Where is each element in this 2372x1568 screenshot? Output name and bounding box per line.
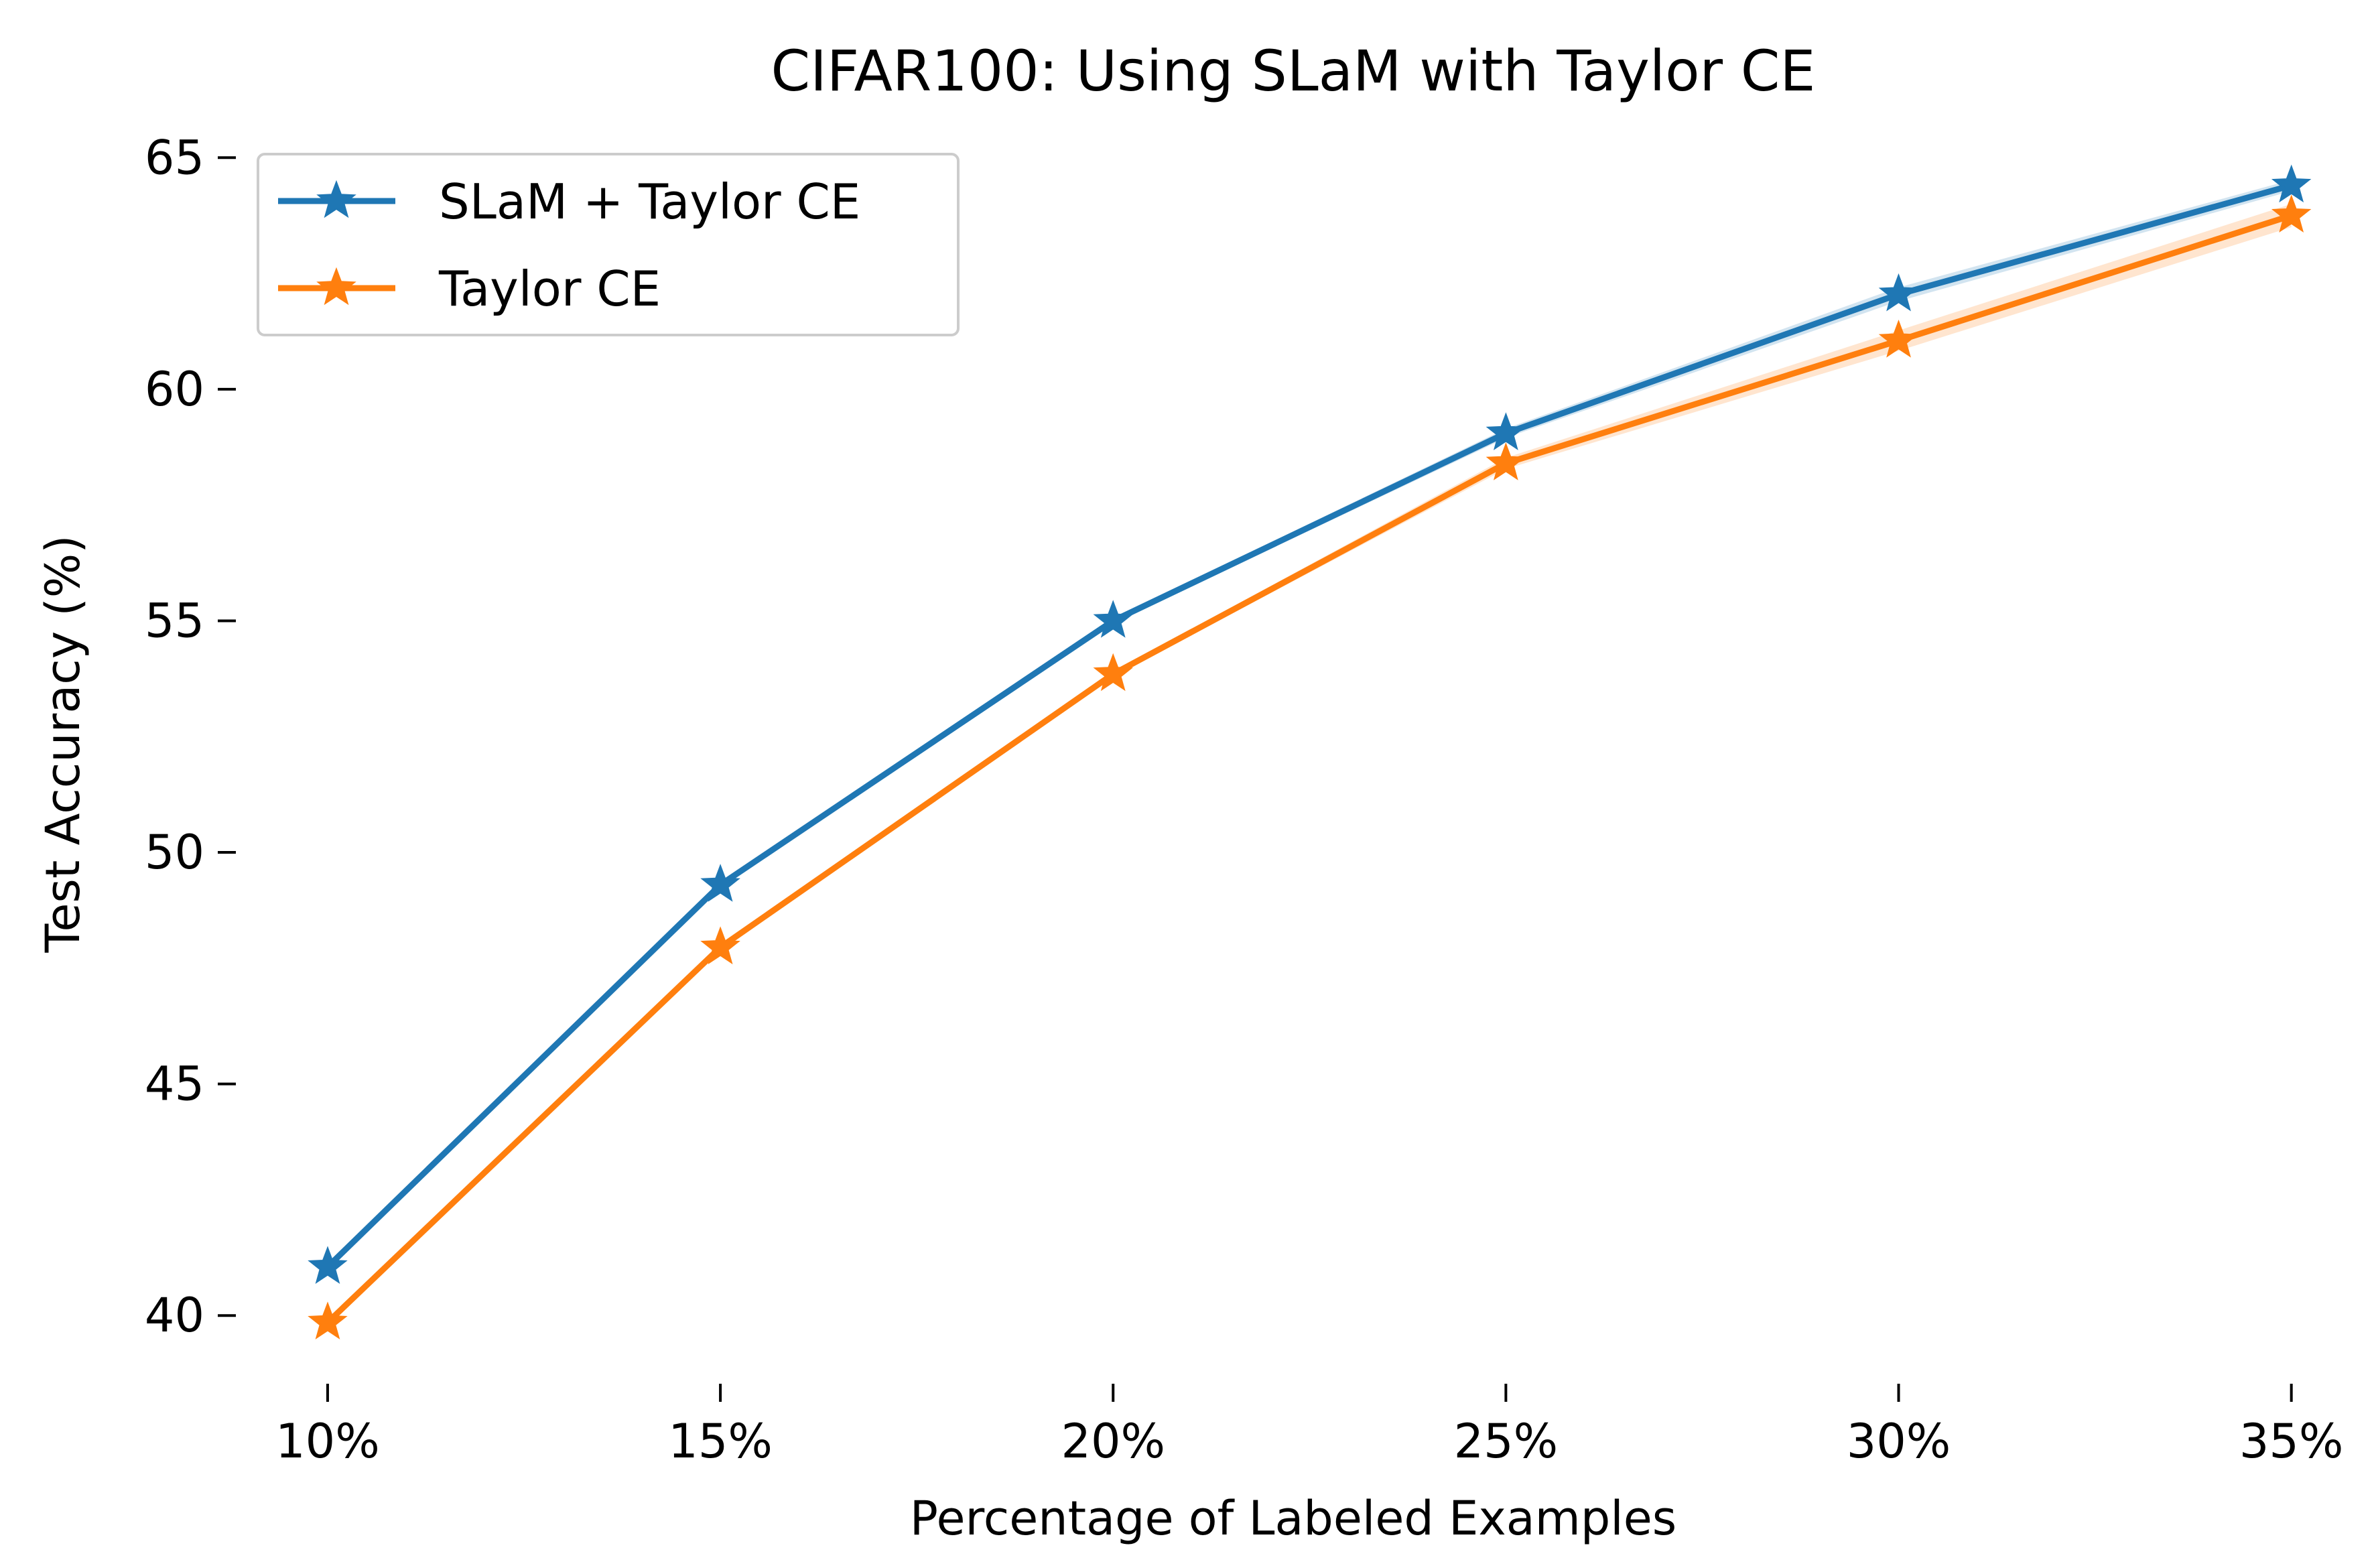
x-axis-ticks: 10% 15% 20% 25% 30% 35%	[275, 1384, 2343, 1469]
data-point	[1486, 442, 1526, 480]
x-axis-label: Percentage of Labeled Examples	[910, 1491, 1677, 1546]
x-tick-label: 15%	[668, 1414, 773, 1469]
y-axis-ticks: 40 45 50 55 60 65	[145, 130, 236, 1343]
data-point	[1093, 653, 1133, 692]
legend-box	[257, 153, 960, 336]
legend-label: Taylor CE	[438, 261, 661, 317]
data-point	[700, 926, 740, 965]
legend-marker	[316, 267, 356, 306]
data-point	[2271, 164, 2312, 203]
x-tick-label: 25%	[1454, 1414, 1559, 1469]
data-point	[1878, 320, 1919, 358]
legend: SLaM + Taylor CE Taylor CE	[257, 153, 960, 336]
y-tick-label: 50	[145, 825, 204, 880]
series-line	[325, 212, 2293, 1325]
series-line	[325, 182, 2292, 1269]
series-band	[327, 204, 2292, 1325]
y-tick-label: 60	[145, 362, 204, 417]
series-band	[327, 180, 2292, 1270]
data-point	[308, 1246, 348, 1284]
x-tick-label: 20%	[1061, 1414, 1165, 1469]
legend-label: SLaM + Taylor CE	[439, 174, 860, 230]
y-tick-label: 45	[145, 1057, 204, 1112]
legend-items: SLaM + Taylor CE Taylor CE	[278, 174, 860, 317]
x-tick-label: 10%	[275, 1414, 380, 1469]
y-tick-label: 55	[145, 593, 204, 648]
series-2	[308, 194, 2312, 1340]
legend-item: Taylor CE	[278, 261, 661, 317]
legend-item: SLaM + Taylor CE	[278, 174, 860, 230]
x-tick-label: 35%	[2239, 1414, 2344, 1469]
data-point	[1486, 412, 1526, 450]
chart-title: CIFAR100: Using SLaM with Taylor CE	[771, 38, 1815, 104]
data-point	[308, 1301, 348, 1340]
y-axis-label: Test Accuracy (%)	[36, 535, 90, 953]
data-point	[1878, 273, 1919, 312]
data-point	[2271, 194, 2312, 233]
y-tick-label: 40	[145, 1288, 204, 1343]
x-tick-label: 30%	[1847, 1414, 1951, 1469]
y-tick-label: 65	[145, 130, 204, 185]
legend-marker	[316, 180, 356, 218]
series-layer	[308, 164, 2312, 1340]
series-1	[308, 164, 2312, 1284]
data-point	[700, 864, 740, 902]
data-point	[1093, 600, 1133, 638]
